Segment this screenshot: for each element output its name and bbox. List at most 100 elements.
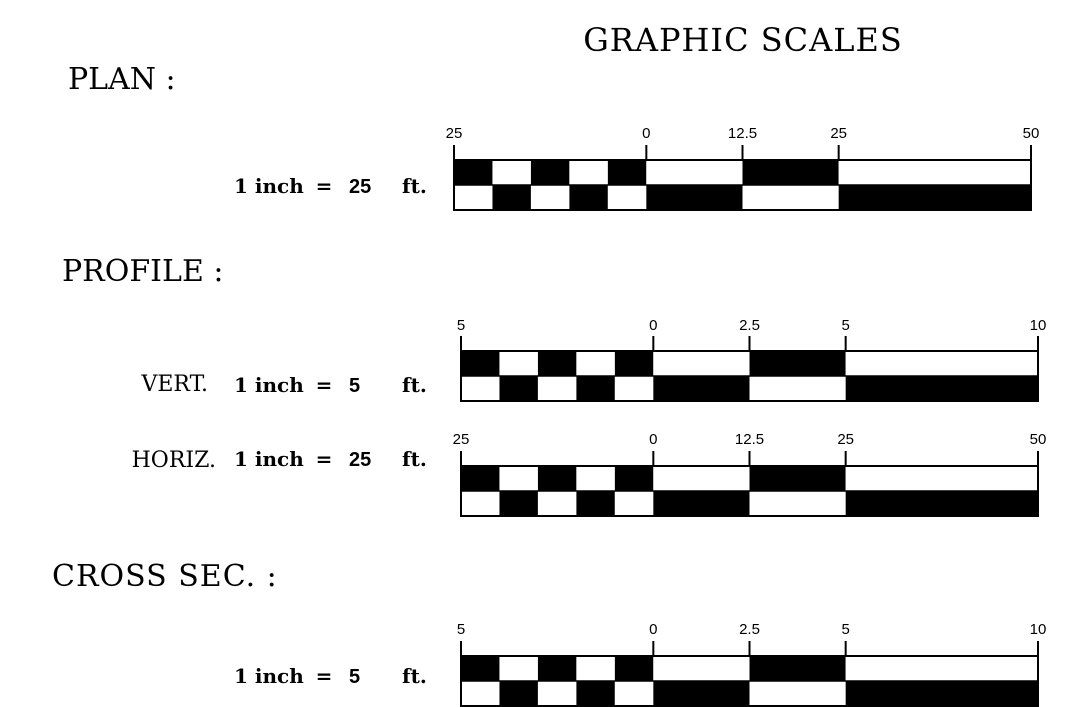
scale-tick-label: 25 xyxy=(830,125,847,142)
scale-cell xyxy=(845,656,1038,681)
scale-cell xyxy=(614,466,654,491)
cross-scale-bar: 5 0 2.5 5 10 xyxy=(457,621,1047,707)
scale-tick-label: 10 xyxy=(1030,317,1047,334)
scale-cell xyxy=(499,656,538,681)
horiz-scale-bar: 25 0 12.5 25 50 xyxy=(453,431,1046,517)
plan-heading: PLAN : xyxy=(68,62,176,97)
scale-cell xyxy=(653,351,750,376)
scale-cell xyxy=(530,185,570,210)
scale-cell xyxy=(749,656,846,681)
scale-cell xyxy=(461,656,500,681)
scale-cell xyxy=(653,656,750,681)
scale-cell xyxy=(749,466,846,491)
plan-equals: = xyxy=(316,174,333,198)
scale-cell xyxy=(537,351,577,376)
scale-cell xyxy=(845,491,1038,516)
scale-tick-label: 12.5 xyxy=(735,431,764,448)
cross-value: 5 xyxy=(349,666,360,688)
scale-cell xyxy=(845,681,1038,706)
scale-cell xyxy=(838,185,1031,210)
scale-cell xyxy=(576,681,615,706)
scale-tick-label: 0 xyxy=(649,621,657,638)
horiz-unit: ft. xyxy=(402,447,427,471)
scale-cell xyxy=(742,185,839,210)
cross-equals: = xyxy=(316,664,333,688)
scale-cell xyxy=(749,376,846,401)
scale-tick-label: 0 xyxy=(649,317,657,334)
scale-tick-label: 5 xyxy=(457,621,465,638)
scale-cell xyxy=(499,681,538,706)
scale-cell xyxy=(653,376,750,401)
scale-cell xyxy=(499,491,538,516)
plan-unit: ft. xyxy=(402,174,427,198)
scale-cell xyxy=(845,466,1038,491)
scale-cell xyxy=(845,376,1038,401)
scale-cell xyxy=(454,185,493,210)
scale-cell xyxy=(492,185,531,210)
cross-eq: 1 inch xyxy=(234,664,304,688)
scale-cell xyxy=(576,466,615,491)
scale-cell xyxy=(576,491,615,516)
scale-cell xyxy=(653,491,750,516)
plan-scale-bar: 25 0 12.5 25 50 xyxy=(446,125,1040,211)
vert-eq: 1 inch xyxy=(234,373,304,397)
horiz-eq: 1 inch xyxy=(234,447,304,471)
vert-unit: ft. xyxy=(402,373,427,397)
horiz-equals: = xyxy=(316,447,333,471)
vert-scale-bar: 5 0 2.5 5 10 xyxy=(457,317,1047,402)
scale-tick-label: 5 xyxy=(841,317,849,334)
scale-cell xyxy=(614,376,654,401)
scale-cell xyxy=(492,160,531,185)
scale-cell xyxy=(614,491,654,516)
scale-cell xyxy=(614,351,654,376)
scale-tick-label: 5 xyxy=(841,621,849,638)
scale-cell xyxy=(653,466,750,491)
scale-cell xyxy=(749,681,846,706)
scale-cell xyxy=(461,376,500,401)
scale-tick-label: 50 xyxy=(1023,125,1040,142)
scale-cell xyxy=(607,185,647,210)
cross-heading: CROSS SEC. : xyxy=(52,559,278,594)
scale-cell xyxy=(845,351,1038,376)
scale-cell xyxy=(461,466,500,491)
vert-value: 5 xyxy=(349,375,360,397)
scale-cell xyxy=(499,376,538,401)
scale-cell xyxy=(461,681,500,706)
scale-cell xyxy=(838,160,1031,185)
scale-cell xyxy=(537,656,577,681)
scale-cell xyxy=(461,351,500,376)
scale-cell xyxy=(537,681,577,706)
scale-tick-label: 0 xyxy=(642,125,650,142)
scale-cell xyxy=(537,376,577,401)
vert-equals: = xyxy=(316,373,333,397)
scale-tick-label: 2.5 xyxy=(739,317,760,334)
scale-tick-label: 25 xyxy=(453,431,470,448)
scale-cell xyxy=(576,656,615,681)
scale-cell xyxy=(646,185,743,210)
cross-unit: ft. xyxy=(402,664,427,688)
scale-cell xyxy=(454,160,493,185)
scale-cell xyxy=(537,491,577,516)
scale-cell xyxy=(499,466,538,491)
scale-tick-label: 25 xyxy=(837,431,854,448)
profile-heading: PROFILE : xyxy=(62,254,224,289)
scale-cell xyxy=(576,351,615,376)
scale-cell xyxy=(537,466,577,491)
scale-cell xyxy=(646,160,743,185)
scale-tick-label: 10 xyxy=(1030,621,1047,638)
scale-cell xyxy=(614,681,654,706)
scale-cell xyxy=(530,160,570,185)
scale-tick-label: 5 xyxy=(457,317,465,334)
scale-tick-label: 25 xyxy=(446,125,463,142)
vert-prefix: VERT. xyxy=(140,372,208,397)
scale-tick-label: 2.5 xyxy=(739,621,760,638)
scale-cell xyxy=(614,656,654,681)
scale-cell xyxy=(461,491,500,516)
scale-cell xyxy=(653,681,750,706)
scale-cell xyxy=(569,185,608,210)
horiz-prefix: HORIZ. xyxy=(132,448,216,473)
scale-cell xyxy=(749,351,846,376)
plan-value: 25 xyxy=(349,176,371,198)
scale-cell xyxy=(607,160,647,185)
